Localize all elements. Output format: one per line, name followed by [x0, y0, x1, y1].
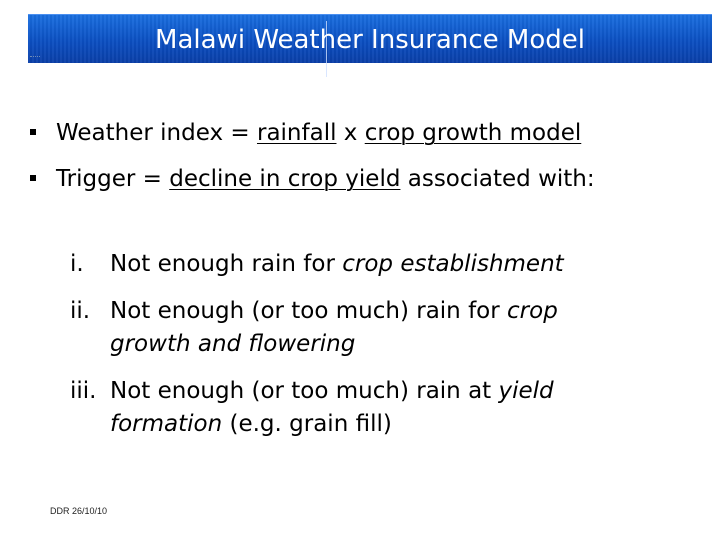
sub-item-number: iii.	[70, 378, 97, 404]
sub-list: i. Not enough rain for crop establishment…	[70, 248, 564, 455]
sub-item-number: i.	[70, 251, 84, 277]
sub-item-italic-line2: formation	[110, 411, 223, 437]
bullet-text: Weather index = rainfall x crop growth m…	[56, 118, 581, 148]
title-bar-texture	[28, 15, 712, 63]
bullet-list: Weather index = rainfall x crop growth m…	[30, 118, 595, 210]
bullet-weather-index: Weather index = rainfall x crop growth m…	[30, 118, 595, 164]
sub-item-text: Not enough (or too much) rain for	[110, 298, 508, 324]
sub-item-italic: crop establishment	[342, 251, 564, 277]
sub-item-ii: ii. Not enough (or too much) rain for cro…	[70, 295, 564, 361]
square-bullet-icon	[30, 175, 36, 181]
square-bullet-icon	[30, 129, 36, 135]
sub-item-iii: iii. Not enough (or too much) rain at yie…	[70, 375, 564, 441]
sub-item-i: i. Not enough rain for crop establishment	[70, 248, 564, 281]
title-bar: Malawi Weather Insurance Model	[28, 14, 712, 77]
underlined-rainfall: rainfall	[256, 120, 337, 146]
sub-item-number: ii.	[70, 298, 91, 324]
bullet-text-pre: Weather index =	[56, 120, 257, 146]
bullet-text-mid: x	[336, 120, 365, 146]
sub-item-italic: yield	[498, 378, 554, 404]
bullet-text-pre: Trigger =	[56, 166, 170, 192]
bullet-trigger: Trigger = decline in crop yield associat…	[30, 164, 595, 210]
sub-item-italic: crop	[507, 298, 558, 324]
sub-item-text: Not enough rain for	[110, 251, 343, 277]
sub-item-italic-line2: growth and flowering	[110, 331, 356, 357]
footer-date: DDR 26/10/10	[50, 506, 108, 516]
sub-item-text-line2: (e.g. grain fill)	[222, 411, 392, 437]
slide-title: Malawi Weather Insurance Model	[155, 25, 585, 55]
sub-item-text: Not enough (or too much) rain at	[110, 378, 499, 404]
underlined-decline-in-crop-yield: decline in crop yield	[169, 166, 401, 192]
bullet-text: Trigger = decline in crop yield associat…	[56, 164, 595, 194]
corner-mark	[30, 56, 40, 63]
bullet-text-post: associated with:	[400, 166, 595, 192]
title-divider	[326, 21, 327, 77]
underlined-crop-growth-model: crop growth model	[364, 120, 582, 146]
